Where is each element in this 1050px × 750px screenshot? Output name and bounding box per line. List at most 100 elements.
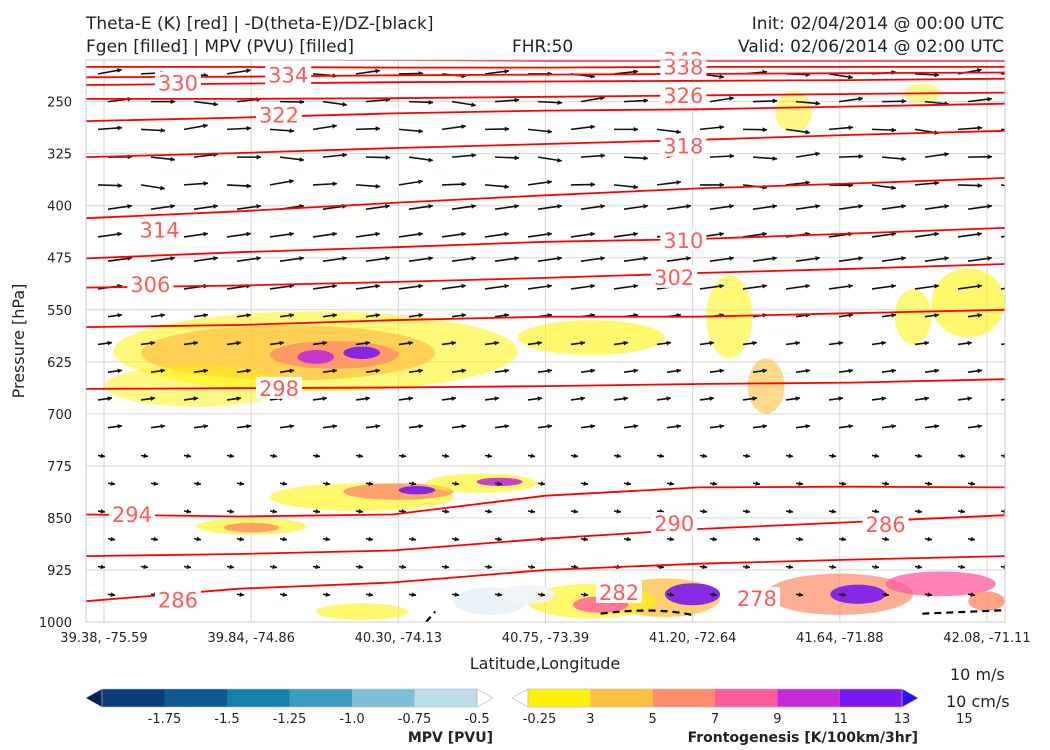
wind-arrow [408, 99, 434, 105]
wind-arrow [623, 368, 639, 374]
wind-arrow [570, 453, 579, 459]
colorbar-segment [652, 689, 715, 707]
theta-e-label-bg [596, 580, 643, 603]
colorbar-segment [777, 689, 840, 707]
wind-arrow [527, 231, 553, 238]
wind-arrow [838, 96, 864, 103]
wind-arrow [957, 396, 973, 402]
wind-arrow [871, 508, 880, 514]
theta-e-label: 286 [158, 588, 198, 612]
wind-arrow [656, 128, 682, 135]
wind-arrow [451, 204, 477, 210]
wind-arrow [828, 564, 837, 570]
mpv-colorbar: -1.75 -1.5 -1.25 -1.0 -0.75 -0.5 -0.25 MPV [PVU… [85, 688, 557, 746]
wind-arrow [150, 204, 176, 210]
wind-arrow [279, 536, 288, 542]
wind-arrow [355, 68, 381, 75]
wind-arrow [441, 508, 450, 514]
colorbar-title: MPV [PVU] [408, 730, 493, 746]
theta-e-label-bg [862, 512, 909, 535]
wind-arrow [623, 256, 649, 263]
wind-arrow [742, 396, 758, 402]
wind-arrow [967, 312, 983, 318]
y-tick-label: 550 [47, 304, 72, 319]
wind-arrow [580, 153, 606, 159]
wind-arrow [828, 396, 844, 402]
wind-arrow [967, 368, 983, 374]
theta-e-label-bg [154, 71, 201, 94]
wind-arrow [226, 453, 235, 459]
colorbar-tick-label: -1.5 [214, 712, 239, 727]
wind-arrow [365, 592, 374, 597]
colorbar-tick-label: -0.25 [523, 712, 557, 727]
theta-e-label-bg [154, 588, 201, 611]
y-tick-label: 250 [47, 96, 72, 111]
wind-arrow [322, 256, 348, 263]
wind-arrow [914, 340, 930, 346]
wind-arrow [451, 256, 477, 263]
x-tick-label: 39.38, -75.59 [60, 631, 147, 646]
wind-arrow [580, 256, 606, 263]
theta-e-label-bg [660, 84, 707, 107]
y-axis-label: Pressure [hPa] [9, 284, 28, 399]
wind-arrow [838, 204, 864, 210]
wind-arrow [699, 564, 708, 570]
chart-title-line2: Fgen [filled] | MPV (PVU) [filled] [86, 37, 355, 57]
wind-arrow [193, 368, 209, 374]
wind-arrow [269, 340, 285, 346]
wind-arrow [236, 481, 245, 486]
wind-arrow [398, 508, 407, 514]
frontogenesis-fill-area [830, 584, 886, 604]
init-time: Init: 02/04/2014 @ 00:00 UTC [751, 14, 1004, 34]
theta-e-label: 318 [663, 135, 703, 159]
theta-e-contours [86, 60, 1005, 622]
wind-arrow [226, 564, 235, 570]
theta-e-label: 322 [259, 104, 299, 128]
theta-e-line [86, 514, 1005, 557]
colorbar-segment [102, 689, 165, 707]
wind-arrow [967, 424, 983, 429]
wind-arrow [398, 564, 407, 570]
x-tick-label: 41.64, -71.88 [796, 631, 883, 646]
wind-arrow [527, 128, 553, 134]
wind-arrow [709, 424, 725, 429]
colorbar-segment [839, 689, 902, 707]
x-tick-label: 41.20, -72.64 [649, 631, 736, 646]
wind-arrow [193, 256, 219, 263]
wind-arrow [140, 564, 149, 570]
wind-arrow [312, 396, 328, 402]
wind-arrow [150, 368, 166, 374]
wind-arrow [398, 340, 414, 346]
theta-e-label: 330 [158, 72, 198, 96]
wind-arrow [441, 396, 457, 402]
wind-arrow [838, 592, 847, 597]
wind-arrow [1011, 539, 1018, 540]
wind-arrow [924, 368, 940, 374]
wind-arrow [408, 424, 424, 429]
colorbar-extend-right [901, 688, 919, 708]
wind-arrow [365, 368, 381, 374]
wind-arrow [494, 592, 503, 597]
theta-e-label: 290 [654, 512, 694, 536]
wind-arrow [408, 204, 434, 210]
theta-e-labels: 3423383343303263223183143103063022982942… [108, 49, 909, 612]
wind-arrow [570, 340, 586, 346]
wind-arrow [623, 481, 632, 486]
colorbar-extend-left [85, 688, 103, 708]
theta-e-line [86, 308, 1005, 328]
wind-arrow [795, 256, 821, 263]
wind-arrow [494, 204, 520, 210]
frontogenesis-fill-area [931, 268, 1005, 338]
wind-arrow [699, 340, 715, 346]
wind-arrow [1011, 206, 1035, 209]
wind-arrow [1000, 453, 1005, 459]
wind-arrow [613, 283, 639, 290]
wind-arrow [1011, 594, 1018, 595]
x-tick-label: 40.75, -73.39 [502, 631, 589, 646]
colorbar-tick-label: 7 [711, 712, 719, 727]
theta-e-label-bg [733, 587, 780, 610]
wind-arrow [580, 95, 606, 103]
theta-e-label: 278 [737, 587, 777, 611]
wind-arrow [881, 536, 890, 542]
